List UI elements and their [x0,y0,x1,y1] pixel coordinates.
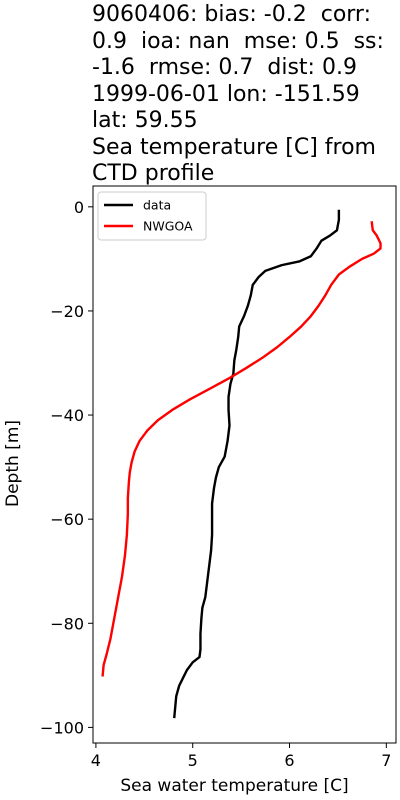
chart-title-line: 0.9 ioa: nan mse: 0.5 ss: [92,28,384,54]
y-tick-label: −100 [40,718,84,737]
y-tick-label: −20 [50,302,84,321]
legend-label-data: data [143,198,171,213]
chart-title-line: 1999-06-01 lon: -151.59 [92,81,360,107]
x-tick-label: 4 [91,751,101,770]
chart-title: 9060406: bias: -0.2 corr: 0.9 ioa: nan ms… [92,2,392,188]
y-tick-label: −60 [50,510,84,529]
y-tick-label: −80 [50,614,84,633]
x-tick-label: 7 [381,751,391,770]
legend: data NWGOA [97,191,207,241]
chart-title-line: -1.6 rmse: 0.7 dist: 0.9 [92,55,357,80]
y-axis-label: Depth [m] [3,420,23,507]
x-axis-label: Sea water temperature [C] [120,776,348,796]
legend-label-nwgoa: NWGOA [143,219,193,234]
x-tick-label: 6 [284,751,294,770]
chart-title-line: CTD profile [92,161,215,186]
chart-title-line: 9060406: bias: -0.2 corr: [92,2,372,27]
x-tick-label: 5 [188,751,198,770]
y-tick-label: 0 [74,198,84,217]
y-tick-label: −40 [50,406,84,425]
chart-title-line: lat: 59.55 [92,108,198,133]
series-line-data [173,209,341,719]
chart-title-line: Sea temperature [C] from [92,134,376,160]
series-line-nwgoa [101,221,382,677]
plot-frame [92,185,397,744]
